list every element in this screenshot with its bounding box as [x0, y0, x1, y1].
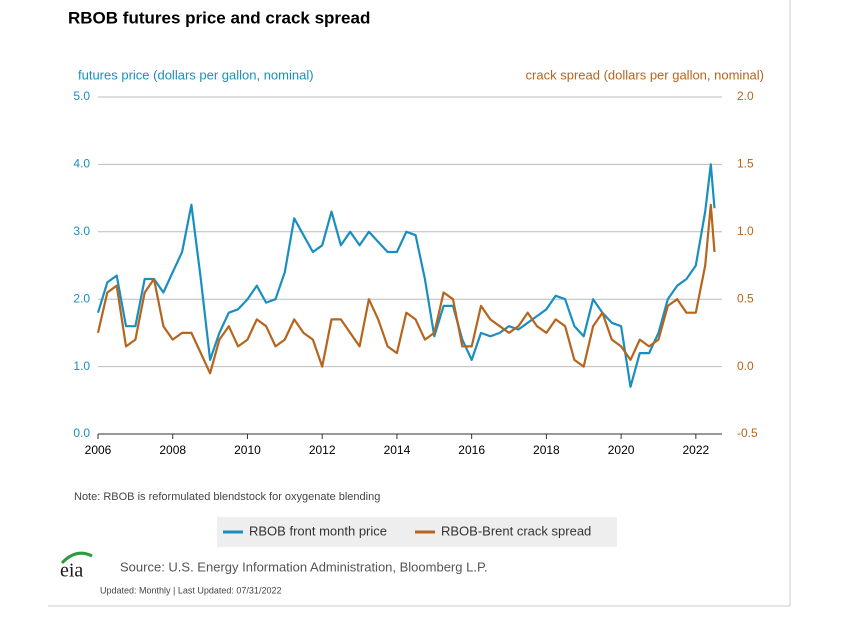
y-tick-label: 2.0 [73, 291, 90, 305]
x-tick-label: 2020 [608, 443, 635, 457]
y2-axis-label: crack spread (dollars per gallon, nomina… [526, 67, 764, 82]
logo: eia [60, 560, 83, 582]
y2-tick-label: 0.0 [737, 359, 754, 373]
source: Source: U.S. Energy Information Administ… [120, 559, 488, 574]
y-tick-label: 0.0 [73, 426, 90, 440]
y-tick-label: 4.0 [73, 157, 90, 171]
x-tick-label: 2010 [234, 443, 261, 457]
y-tick-label: 3.0 [73, 224, 90, 238]
y-tick-label: 5.0 [73, 89, 90, 103]
y2-tick-label: 0.5 [737, 291, 754, 305]
x-tick-label: 2018 [533, 443, 560, 457]
y-axis-label: futures price (dollars per gallon, nomin… [78, 67, 314, 82]
x-tick-label: 2006 [85, 443, 112, 457]
note: Note: RBOB is reformulated blendstock fo… [74, 491, 380, 503]
legend-label: RBOB-Brent crack spread [441, 523, 591, 538]
legend-label: RBOB front month price [249, 523, 387, 538]
y2-tick-label: 1.5 [737, 157, 754, 171]
x-tick-label: 2014 [384, 443, 411, 457]
series-line [96, 163, 716, 388]
updated: Updated: Monthly | Last Updated: 07/31/2… [100, 585, 281, 595]
y-tick-label: 1.0 [73, 359, 90, 373]
y2-tick-label: 1.0 [737, 224, 754, 238]
x-tick-label: 2016 [458, 443, 485, 457]
x-tick-label: 2012 [309, 443, 336, 457]
chart-title: RBOB futures price and crack spread [68, 8, 370, 27]
series-line [96, 203, 716, 375]
logo-swoosh [60, 551, 93, 565]
y2-tick-label: 2.0 [737, 89, 754, 103]
x-tick-label: 2008 [159, 443, 186, 457]
y2-tick-label: -0.5 [737, 426, 758, 440]
x-tick-label: 2022 [682, 443, 709, 457]
